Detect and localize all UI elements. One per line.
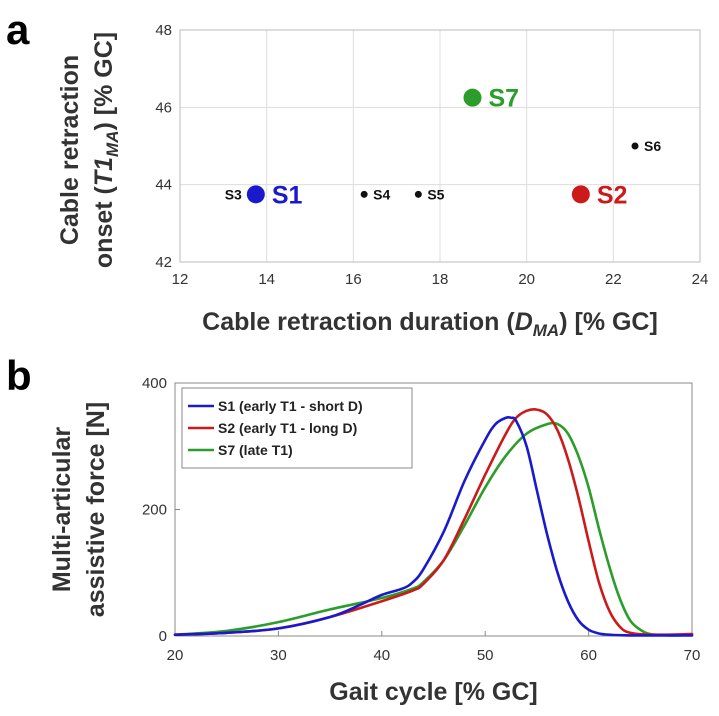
panel-a-y-axis-label-line2: onset (T1MA) [% GC] — [90, 32, 122, 268]
point-label-s4: S4 — [373, 186, 390, 202]
x-tick-label: 20 — [167, 647, 184, 664]
y-tick-label: 46 — [155, 99, 172, 116]
panel-a-scatter: a 42 44 46 48 12 14 16 18 20 22 24 S1 S3 S4 S5 S7 S2 S6… — [6, 6, 708, 340]
legend-entry: S1 (early T1 - short D) — [218, 398, 363, 414]
panel-b-y-tick-labels: 0 200 400 — [142, 375, 180, 645]
point-label-s3: S3 — [225, 186, 242, 202]
panel-a-points: S1 S3 S4 S5 S7 S2 S6 — [225, 85, 662, 210]
point-label-s6: S6 — [644, 138, 661, 154]
data-point-s1 — [246, 185, 265, 204]
point-label-s7: S7 — [489, 85, 520, 113]
panel-a-plot-frame — [179, 29, 701, 263]
panel-a-grid — [179, 29, 701, 263]
panel-b-letter: b — [6, 352, 32, 399]
series-line-s7 — [173, 421, 694, 637]
panel-b-x-axis-label: Gait cycle [% GC] — [329, 678, 537, 706]
data-point-s2 — [571, 185, 590, 204]
point-label-s5: S5 — [427, 186, 444, 202]
x-tick-label: 16 — [345, 271, 362, 288]
y-tick-label: 42 — [155, 254, 172, 271]
y-tick-label: 400 — [142, 375, 167, 392]
x-tick-label: 40 — [373, 647, 390, 664]
x-tick-label: 50 — [477, 647, 494, 664]
data-point-s6 — [631, 142, 639, 150]
y-tick-label: 200 — [142, 502, 167, 519]
panel-a-x-axis-label: Cable retraction duration (DMA) [% GC] — [202, 308, 658, 340]
panel-b-x-tick-labels: 20 30 40 50 60 70 — [167, 631, 701, 664]
legend-box — [181, 387, 413, 469]
panel-a-letter: a — [6, 6, 30, 53]
x-tick-label: 18 — [432, 271, 449, 288]
panel-b-line-chart: b 0 200 400 20 30 40 50 60 70 S1 (early T1 - sh… — [6, 352, 700, 706]
panel-b-y-axis-label-line2: assistive force [N] — [82, 402, 110, 617]
data-point-s7 — [463, 88, 482, 107]
x-tick-label: 20 — [518, 271, 535, 288]
y-tick-label: 44 — [155, 177, 172, 194]
x-tick-label: 70 — [684, 647, 701, 664]
x-tick-label: 30 — [270, 647, 287, 664]
panel-a-y-tick-labels: 42 44 46 48 — [155, 22, 172, 271]
x-tick-label: 22 — [605, 271, 622, 288]
data-point-s4 — [360, 190, 368, 198]
point-label-s1: S1 — [272, 181, 303, 209]
y-tick-label: 48 — [155, 22, 172, 39]
panel-b-legend: S1 (early T1 - short D) S2 (early T1 - lo… — [181, 387, 413, 469]
x-tick-label: 24 — [692, 271, 709, 288]
panel-b-series-lines — [173, 408, 694, 637]
x-tick-label: 60 — [580, 647, 597, 664]
x-tick-label: 14 — [258, 271, 275, 288]
legend-entry: S2 (early T1 - long D) — [218, 420, 357, 436]
y-tick-label: 0 — [159, 628, 167, 645]
legend-entry: S7 (late T1) — [218, 442, 293, 458]
panel-a-y-axis-label-line1: Cable retraction — [56, 55, 84, 245]
series-line-s1 — [173, 415, 694, 637]
series-line-s2 — [173, 408, 694, 637]
x-tick-label: 12 — [172, 271, 189, 288]
data-point-s5 — [414, 190, 422, 198]
panel-a-x-tick-labels: 12 14 16 18 20 22 24 — [172, 271, 709, 288]
point-label-s2: S2 — [597, 181, 628, 209]
panel-b-y-axis-label-line1: Multi-articular — [48, 427, 76, 593]
